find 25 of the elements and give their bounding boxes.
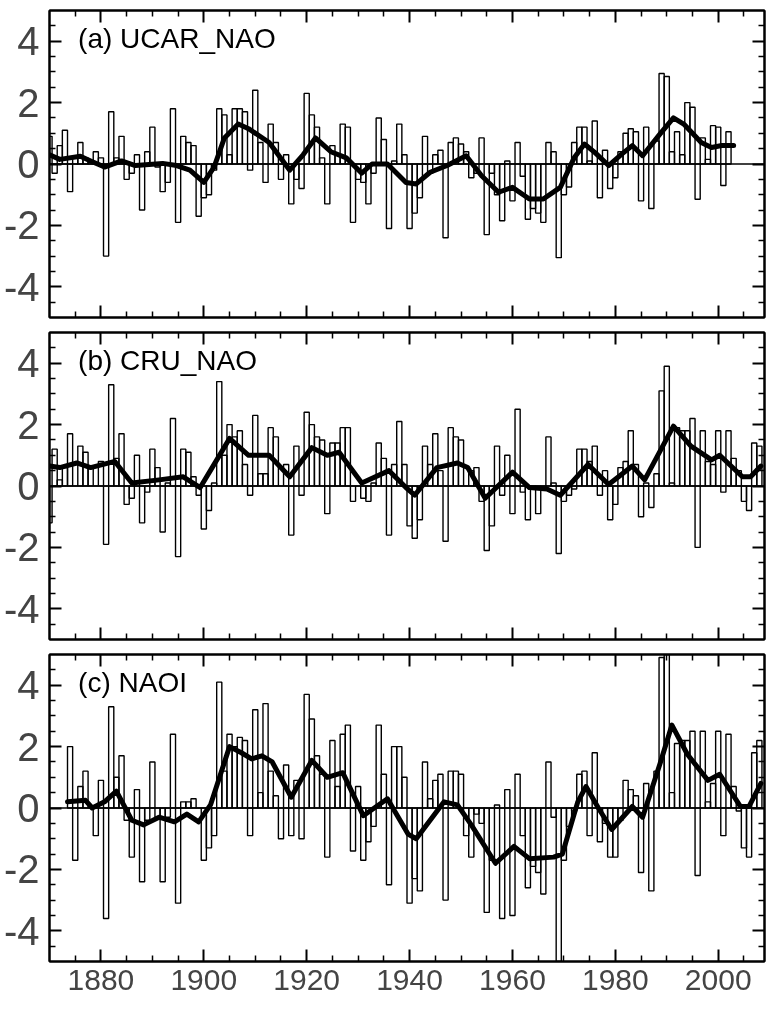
x-tick-label: 2000 bbox=[684, 962, 752, 996]
x-tick-label: 1980 bbox=[581, 962, 649, 996]
chart-title: (a) UCAR_NAO bbox=[78, 22, 276, 54]
y-tick-label: 0 bbox=[17, 142, 40, 186]
y-tick-label: -4 bbox=[3, 908, 40, 953]
chart-title: (c) NAOI bbox=[78, 666, 187, 698]
y-tick-label: -2 bbox=[3, 203, 40, 248]
x-tick-label: 1900 bbox=[170, 962, 238, 996]
y-tick-label: 2 bbox=[17, 724, 40, 769]
y-tick-label: -2 bbox=[3, 525, 40, 570]
y-tick-label: 0 bbox=[17, 786, 40, 830]
x-tick-label: 1960 bbox=[479, 962, 546, 996]
x-tick-label: 1920 bbox=[273, 962, 341, 996]
chart-title: (b) CRU_NAO bbox=[78, 344, 258, 376]
y-tick-label: -2 bbox=[3, 847, 40, 892]
y-tick-label: -4 bbox=[3, 586, 40, 631]
y-tick-label: 2 bbox=[17, 80, 40, 125]
y-tick-label: 2 bbox=[17, 402, 40, 447]
y-tick-label: 4 bbox=[17, 19, 40, 64]
x-tick-label: 1880 bbox=[67, 962, 135, 996]
y-tick-label: 0 bbox=[17, 464, 40, 508]
y-tick-label: 4 bbox=[17, 341, 40, 386]
y-tick-label: 4 bbox=[17, 663, 40, 708]
x-tick-label: 1940 bbox=[376, 962, 443, 996]
y-tick-label: -4 bbox=[3, 264, 40, 309]
